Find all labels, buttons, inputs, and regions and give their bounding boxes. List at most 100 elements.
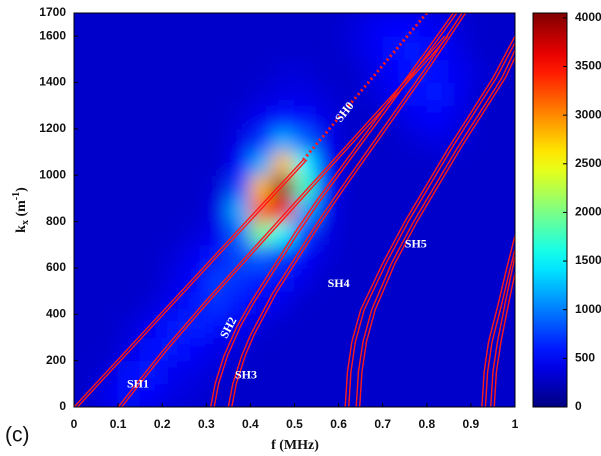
heat-cell	[448, 360, 472, 385]
heat-cell	[74, 13, 97, 37]
heat-cell	[95, 82, 119, 107]
heat-cell	[161, 174, 185, 199]
heat-cell	[271, 128, 295, 153]
heat-cell	[205, 221, 229, 246]
heat-cell	[448, 197, 472, 223]
colorbar-tick-label: 500	[575, 351, 595, 365]
heat-cell	[183, 221, 207, 246]
heat-cell	[470, 360, 494, 385]
heat-cell	[249, 58, 273, 84]
heat-cell	[426, 313, 450, 338]
heat-cell	[448, 267, 472, 292]
heat-cell	[338, 221, 362, 246]
heat-cell	[249, 128, 273, 153]
heat-cell	[139, 197, 163, 223]
heat-cell	[316, 221, 340, 246]
heat-cell	[316, 267, 340, 292]
curve-dotted	[302, 13, 428, 161]
heat-cell	[249, 151, 273, 176]
heat-cell	[426, 151, 450, 176]
y-tick-label: 800	[46, 214, 66, 228]
heat-cell	[249, 35, 273, 60]
heat-cell	[161, 267, 185, 292]
heat-cell	[227, 128, 251, 153]
heat-cell	[95, 128, 119, 153]
y-tick-label: 1600	[39, 28, 66, 42]
heat-cell	[117, 82, 141, 107]
heat-cell	[183, 58, 207, 84]
heat-cell	[271, 221, 295, 246]
heat-cell	[95, 336, 119, 362]
curve-edge	[493, 269, 515, 407]
heat-cell	[117, 35, 141, 60]
heat-cell	[95, 383, 119, 407]
heat-cell	[139, 13, 163, 37]
heat-cell	[117, 105, 141, 130]
heat-cell	[183, 82, 207, 107]
heat-cell	[448, 313, 472, 338]
heat-cell	[294, 336, 318, 362]
heat-cell	[470, 128, 494, 153]
heat-cell	[249, 13, 273, 37]
x-tick-label: 1	[512, 417, 519, 431]
x-tick-label: 0.7	[374, 417, 391, 431]
heat-cell	[227, 151, 251, 176]
heat-cell	[338, 35, 362, 60]
heat-cell	[316, 82, 340, 107]
heat-cell	[117, 313, 141, 338]
heat-cell	[338, 244, 362, 269]
heat-cell	[205, 174, 229, 199]
heat-cell	[95, 267, 119, 292]
heat-cell	[426, 244, 450, 269]
heat-cell	[316, 383, 340, 407]
heat-cell	[74, 221, 97, 246]
heat-cell	[316, 58, 340, 84]
heat-cell	[205, 290, 229, 315]
heat-cell	[426, 360, 450, 385]
heat-cell	[338, 105, 362, 130]
heat-cell	[448, 383, 472, 407]
heat-cell	[205, 151, 229, 176]
x-tick-label: 0.5	[286, 417, 303, 431]
heat-cell	[183, 336, 207, 362]
heat-cell	[161, 360, 185, 385]
heat-cell	[183, 290, 207, 315]
heat-cell	[183, 383, 207, 407]
colorbar-tick-label: 2000	[575, 205, 601, 219]
heat-cell	[95, 290, 119, 315]
y-label-part: k	[14, 225, 29, 233]
heat-cell	[360, 221, 384, 246]
heat-cell	[117, 267, 141, 292]
heat-cell	[448, 221, 472, 246]
heat-cell	[227, 267, 251, 292]
heat-cell	[294, 267, 318, 292]
heat-cell	[492, 383, 515, 407]
heat-cell	[74, 290, 97, 315]
heat-cell	[161, 105, 185, 130]
heat-cell	[360, 58, 384, 84]
curve-edge	[231, 13, 467, 407]
heat-cell	[492, 128, 515, 153]
curve	[490, 256, 515, 407]
heat-cell	[183, 128, 207, 153]
x-tick-label: 0.9	[463, 417, 480, 431]
colorbar-tick-label: 1500	[575, 253, 601, 267]
heat-cell	[271, 383, 295, 407]
heat-cell	[139, 267, 163, 292]
heat-cell	[117, 244, 141, 269]
heat-cell	[492, 360, 515, 385]
heat-cell	[360, 383, 384, 407]
heat-cell	[382, 360, 406, 385]
heat-cell	[227, 13, 251, 37]
heat-cell	[95, 221, 119, 246]
curve-label: SH1	[127, 377, 149, 391]
heat-cell	[360, 313, 384, 338]
colorbar-tick-label: 4000	[575, 10, 601, 24]
heat-cell	[426, 13, 450, 37]
curve	[210, 13, 454, 407]
colorbar-tick-label: 3000	[575, 107, 601, 121]
heat-cell	[492, 174, 515, 199]
heat-cell	[271, 313, 295, 338]
heat-cell	[95, 151, 119, 176]
heat-cell	[183, 151, 207, 176]
